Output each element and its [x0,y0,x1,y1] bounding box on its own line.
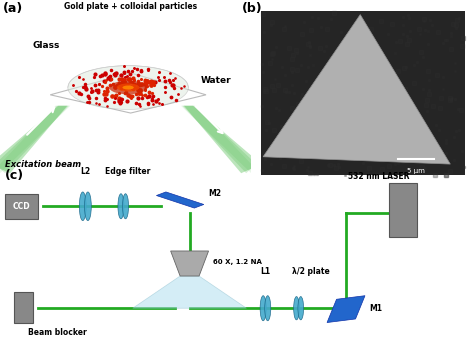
Bar [261,11,465,175]
Text: 532 nm LASER: 532 nm LASER [348,172,410,181]
Ellipse shape [68,66,188,109]
Text: L1: L1 [260,267,271,276]
Ellipse shape [264,296,271,321]
Polygon shape [0,106,67,173]
Polygon shape [171,251,209,276]
Bar [14,292,33,323]
Text: (b): (b) [242,2,263,15]
Polygon shape [133,276,246,308]
Ellipse shape [298,297,303,320]
Text: Gold plate + colloidal particles: Gold plate + colloidal particles [64,2,197,11]
Ellipse shape [294,297,300,320]
Text: 60 X, 1.2 NA: 60 X, 1.2 NA [213,259,262,265]
Polygon shape [263,14,450,164]
Bar [5,194,38,219]
Ellipse shape [109,81,147,94]
Bar [389,183,417,237]
Polygon shape [182,106,256,173]
Polygon shape [0,106,69,173]
Polygon shape [184,106,261,173]
Polygon shape [327,296,365,323]
Ellipse shape [118,194,124,219]
Text: 5 μm: 5 μm [407,168,425,174]
Text: CCD: CCD [12,202,30,211]
Text: Glass: Glass [33,41,60,50]
Text: Edge filter: Edge filter [105,167,151,176]
Polygon shape [181,106,251,173]
Ellipse shape [117,83,139,92]
Ellipse shape [122,86,134,89]
Polygon shape [0,106,70,173]
Text: λ/2 plate: λ/2 plate [292,267,329,276]
Polygon shape [50,73,206,113]
Ellipse shape [84,192,91,221]
Text: Water: Water [201,76,232,85]
Text: M2: M2 [209,189,221,198]
Text: (c): (c) [5,169,24,182]
Polygon shape [156,192,204,208]
Ellipse shape [122,194,128,219]
Text: Beam blocker: Beam blocker [27,328,86,337]
Text: L2: L2 [80,167,91,176]
Text: Excitation beam: Excitation beam [5,160,81,169]
Text: (a): (a) [2,2,23,15]
Ellipse shape [260,296,266,321]
Text: M1: M1 [370,304,383,313]
Ellipse shape [79,192,86,221]
